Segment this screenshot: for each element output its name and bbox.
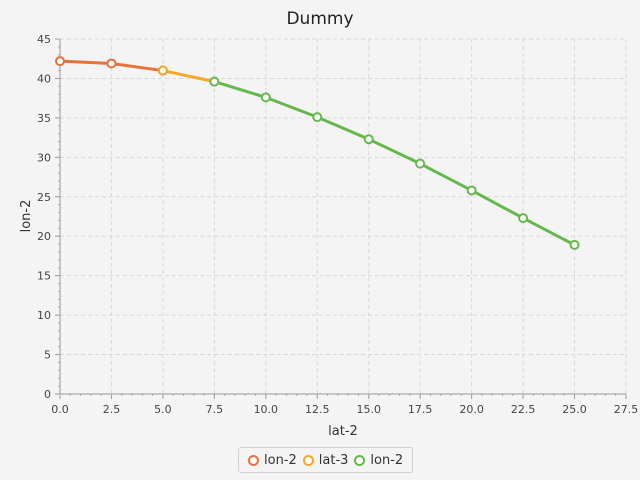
y-tick-label: 30 [37, 151, 51, 164]
data-point [466, 185, 477, 196]
y-tick-label: 25 [37, 191, 51, 204]
legend-label: lat-3 [318, 452, 349, 468]
data-point [415, 158, 426, 169]
legend-item: lon-2 [248, 453, 297, 468]
x-tick-label: 20.0 [459, 403, 484, 416]
series-line-2 [213, 80, 576, 247]
y-tick-label: 45 [37, 33, 51, 46]
y-tick-label: 10 [37, 309, 51, 322]
y-tick-label: 20 [37, 230, 51, 243]
x-tick-label: 15.0 [356, 403, 381, 416]
x-tick-label: 10.0 [254, 403, 279, 416]
y-axis-label: lon-2 [19, 200, 34, 233]
x-tick-label: 25.0 [562, 403, 587, 416]
legend-item: lon-2 [354, 453, 403, 468]
y-tick-label: 35 [37, 112, 51, 125]
data-point [260, 92, 271, 103]
y-tick-label: 40 [37, 72, 51, 85]
axes: 0.0 2.5 5.0 7.5 10.0 12.5 15.0 17.5 20.0 22.5 25.0… [37, 33, 638, 416]
y-tick-label: 15 [37, 270, 51, 283]
x-tick-label: 17.5 [408, 403, 433, 416]
legend-marker-icon [354, 454, 366, 466]
x-tick-label: 0.0 [51, 403, 69, 416]
x-tick-label: 22.5 [511, 403, 536, 416]
data-point [312, 112, 323, 123]
legend-label: lon-2 [370, 452, 404, 468]
legend-label: lon-2 [264, 452, 297, 468]
data-point [569, 239, 580, 250]
chart-title: Dummy [286, 9, 353, 29]
legend-item: lat-3 [302, 452, 349, 468]
x-tick-label: 27.5 [614, 403, 639, 416]
legend-marker-icon [248, 454, 259, 466]
data-point [209, 76, 220, 87]
data-point [363, 134, 374, 145]
x-axis-label: lat-2 [328, 424, 358, 439]
data-point [106, 58, 117, 69]
x-tick-label: 2.5 [103, 403, 121, 416]
x-tick-label: 7.5 [206, 403, 224, 416]
x-tick-label: 5.0 [154, 403, 172, 416]
series-line-1 [162, 69, 215, 84]
data-point [518, 213, 529, 224]
y-tick-label: 5 [44, 349, 51, 362]
legend: lon-2 lat-3 lon-2 [238, 447, 414, 473]
grid [59, 38, 627, 395]
legend-marker-icon [302, 454, 314, 466]
series-layer [55, 56, 580, 250]
data-point [157, 65, 168, 76]
x-tick-label: 12.5 [305, 403, 330, 416]
data-point [55, 56, 65, 67]
y-tick-label: 0 [44, 388, 51, 401]
